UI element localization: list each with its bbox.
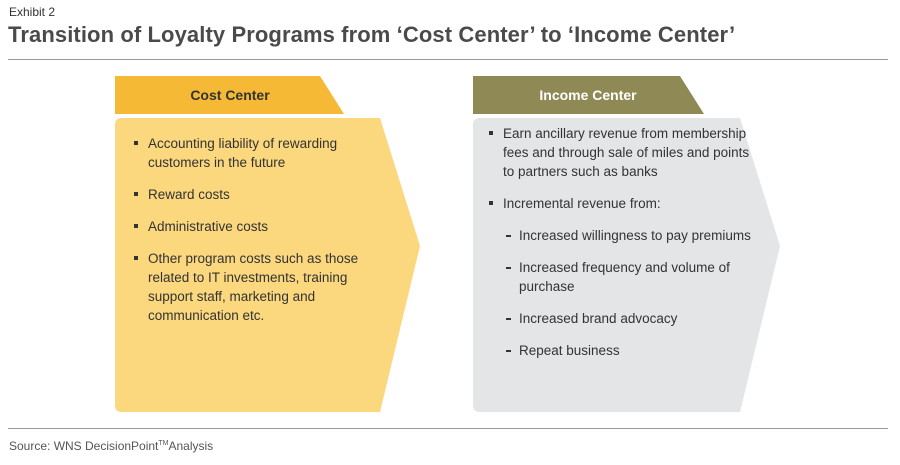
dash-icon — [506, 235, 511, 237]
bullet-icon — [489, 201, 493, 205]
page-title: Transition of Loyalty Programs from ‘Cos… — [8, 22, 736, 47]
income-center-header: Income Center — [539, 87, 637, 103]
bullet-icon — [134, 224, 138, 228]
list-item: Incremental revenue from: — [487, 194, 757, 213]
cost-center-header: Cost Center — [190, 87, 270, 103]
cost-center-list: Accounting liability of rewarding custom… — [132, 134, 390, 338]
dash-icon — [506, 267, 511, 269]
bottom-divider — [8, 428, 888, 429]
list-item-text: Earn ancillary revenue from membership f… — [503, 126, 750, 179]
income-center-body-shape — [473, 118, 780, 412]
sub-list-item: Increased frequency and volume of purcha… — [487, 258, 757, 296]
dash-icon — [506, 350, 511, 352]
sub-list-item-text: Repeat business — [519, 343, 620, 358]
list-item: Other program costs such as those relate… — [132, 249, 390, 325]
list-item-text: Reward costs — [148, 187, 230, 202]
source-note: Source: WNS DecisionPointTMAnalysis — [9, 439, 213, 453]
bullet-icon — [134, 141, 138, 145]
income-center-header-shape — [473, 76, 704, 114]
bullet-icon — [489, 131, 493, 135]
list-item: Reward costs — [132, 185, 390, 204]
exhibit-label: Exhibit 2 — [9, 5, 56, 19]
dash-icon — [506, 318, 511, 320]
income-center-list: Earn ancillary revenue from membership f… — [487, 124, 757, 373]
source-prefix: Source: WNS DecisionPoint — [9, 439, 159, 453]
cost-center-header-shape — [115, 76, 344, 114]
list-item-text: Incremental revenue from: — [503, 196, 661, 211]
sub-list-item: Increased willingness to pay premiums — [487, 226, 757, 245]
trademark-mark: TM — [158, 440, 169, 447]
bullet-icon — [134, 192, 138, 196]
bullet-icon — [134, 256, 138, 260]
top-divider — [8, 59, 888, 60]
list-item: Earn ancillary revenue from membership f… — [487, 124, 757, 181]
sub-list-item: Increased brand advocacy — [487, 309, 757, 328]
source-suffix: Analysis — [168, 439, 214, 453]
sub-list-item-text: Increased willingness to pay premiums — [519, 228, 751, 243]
sub-list-item: Repeat business — [487, 341, 757, 360]
sub-list-item-text: Increased brand advocacy — [519, 311, 678, 326]
list-item-text: Accounting liability of rewarding custom… — [148, 136, 338, 170]
cost-center-body-shape — [115, 118, 420, 412]
list-item-text: Other program costs such as those relate… — [148, 251, 359, 323]
list-item: Administrative costs — [132, 217, 390, 236]
list-item-text: Administrative costs — [148, 219, 269, 234]
sub-list-item-text: Increased frequency and volume of purcha… — [519, 260, 730, 294]
list-item: Accounting liability of rewarding custom… — [132, 134, 390, 172]
